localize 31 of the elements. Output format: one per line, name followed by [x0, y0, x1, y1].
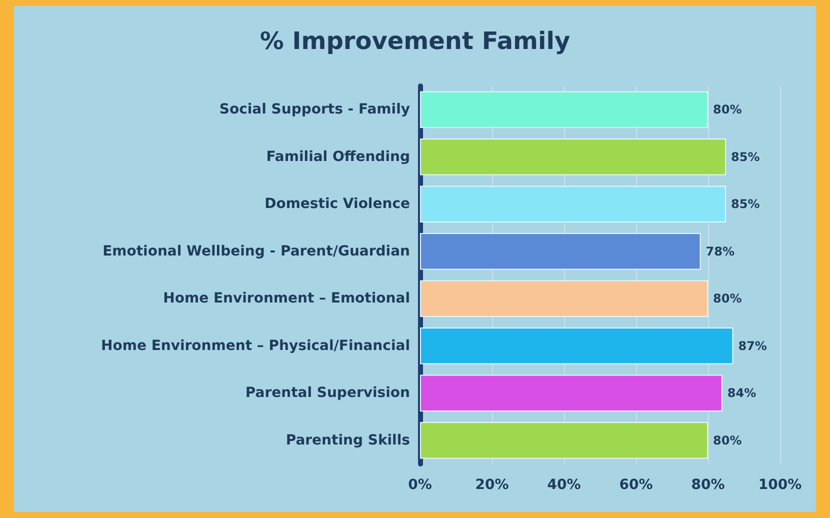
y-tick-label: Home Environment – Emotional	[163, 290, 410, 307]
x-tick-label: 100%	[758, 477, 802, 493]
bar	[420, 327, 734, 364]
bar	[420, 422, 708, 459]
bar	[420, 138, 726, 176]
y-tick-label: Home Environment – Physical/Financial	[101, 338, 410, 354]
y-tick-label: Social Supports - Family	[219, 102, 410, 118]
y-tick-label: Emotional Wellbeing - Parent/Guardian	[102, 243, 410, 260]
y-tick-label: Parental Supervision	[245, 385, 410, 402]
x-tick-label: 0%	[408, 477, 432, 493]
x-tick-label: 60%	[619, 477, 653, 493]
data-label: 87%	[738, 338, 767, 353]
data-label: 85%	[731, 197, 760, 212]
data-label: 78%	[706, 244, 735, 258]
x-tick-label: 20%	[475, 477, 509, 493]
bar	[420, 91, 708, 128]
chart-title: % Improvement Family	[260, 27, 570, 55]
bar	[420, 186, 726, 223]
x-tick-label: 40%	[547, 477, 581, 493]
bar	[420, 374, 722, 412]
data-label: 80%	[713, 292, 742, 306]
y-tick-label: Parenting Skills	[286, 432, 410, 448]
bar	[420, 280, 708, 318]
bar	[420, 232, 701, 270]
x-tick-label: 80%	[691, 477, 725, 493]
data-label: 84%	[727, 386, 756, 400]
data-label: 80%	[713, 433, 742, 448]
data-label: 80%	[713, 102, 742, 117]
data-label: 85%	[731, 150, 760, 164]
y-tick-label: Familial Offending	[266, 148, 410, 165]
y-tick-label: Domestic Violence	[264, 196, 410, 212]
